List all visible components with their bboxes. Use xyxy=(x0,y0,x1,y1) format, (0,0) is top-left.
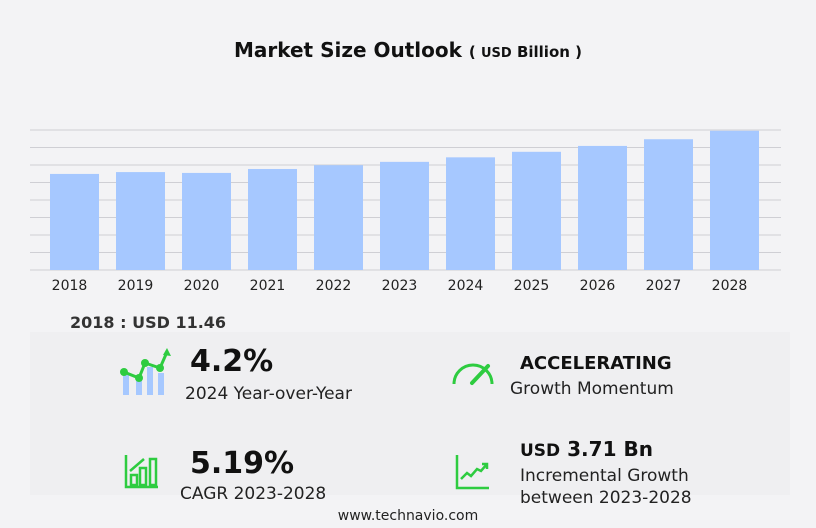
bar-2024 xyxy=(446,157,495,270)
momentum-value: ACCELERATING xyxy=(520,353,672,374)
bar-2026 xyxy=(578,145,627,270)
bar-2022 xyxy=(314,165,363,270)
bar-2019 xyxy=(116,172,165,270)
line-trend-icon xyxy=(455,455,489,490)
x-tick-label: 2018 xyxy=(52,278,88,294)
chart-title: Market Size Outlook ( USD Billion ) xyxy=(233,38,583,62)
bar-2027 xyxy=(644,139,693,270)
bar-growth-icon xyxy=(124,455,158,489)
cagr-value: 5.19% xyxy=(190,446,295,481)
x-tick-label: 2023 xyxy=(382,278,418,294)
incremental-label: Incremental Growth xyxy=(520,466,689,486)
x-tick-label: 2025 xyxy=(514,278,550,294)
incremental-value: USD 3.71 Bn xyxy=(520,437,653,461)
bar-2025 xyxy=(512,151,561,270)
growth-chart-icon xyxy=(120,348,171,395)
yoy-label: 2024 Year-over-Year xyxy=(185,384,352,404)
x-tick-label: 2026 xyxy=(580,278,616,294)
bar-chart: 2018 2019 2020 2021 2022 2023 2024 2025 2026 2027… xyxy=(30,129,781,294)
x-tick-label: 2027 xyxy=(646,278,682,294)
x-tick-label: 2024 xyxy=(448,278,484,294)
x-tick-label: 2021 xyxy=(250,278,286,294)
bar-2018 xyxy=(50,173,99,270)
x-tick-label: 2020 xyxy=(184,278,220,294)
incremental-period: between 2023-2028 xyxy=(520,488,692,508)
base-year-value: 2018 : USD 11.46 xyxy=(70,313,227,332)
x-tick-label: 2022 xyxy=(316,278,352,294)
yoy-value: 4.2% xyxy=(190,344,274,379)
bar-2023 xyxy=(380,161,429,270)
bar-2021 xyxy=(248,168,297,270)
footer-url[interactable]: www.technavio.com xyxy=(337,508,479,524)
x-tick-label: 2019 xyxy=(118,278,154,294)
bar-2020 xyxy=(182,172,231,270)
cagr-label: CAGR 2023-2028 xyxy=(180,484,327,504)
speedometer-icon xyxy=(452,363,494,385)
bar-2028 xyxy=(710,130,759,270)
x-tick-label: 2028 xyxy=(712,278,748,294)
momentum-label: Growth Momentum xyxy=(510,379,674,399)
